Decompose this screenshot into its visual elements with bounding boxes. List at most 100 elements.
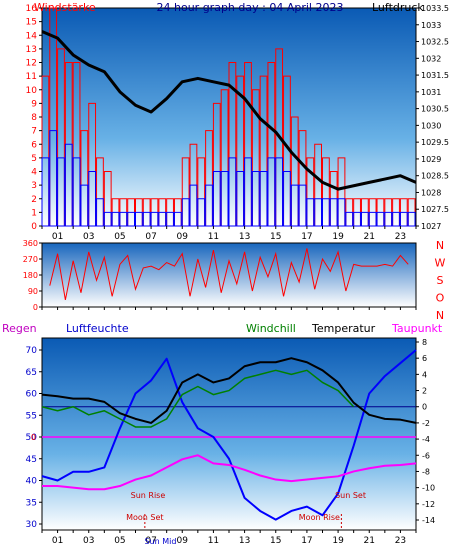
humidity-y-tick-label: 60 [26, 390, 38, 400]
humidity-y-tick-label: 45 [26, 455, 37, 465]
hour-tick-label: 21 [364, 232, 375, 242]
rain-zero-label: 0 [31, 433, 36, 442]
direction-y-tick-label: 0 [33, 303, 38, 312]
wind-mean-series-bar [111, 211, 120, 227]
wind-mean-series-bar [360, 211, 369, 227]
wind-mean-series-bar [103, 211, 112, 227]
wind-mean-series-bar [150, 211, 159, 227]
direction-compass-label: N [436, 309, 444, 322]
hour-tick-label: 23 [395, 232, 406, 242]
hour-tick-label: 11 [208, 232, 219, 242]
event-annotation: Sun Rise [131, 491, 166, 500]
wind-mean-series-bar [64, 143, 73, 227]
pressure-y-tick-label: 1028.5 [421, 172, 449, 181]
wind-y-tick-label: 12 [26, 59, 37, 69]
hour-tick-label: 09 [177, 536, 189, 546]
humidity-y-tick-label: 40 [26, 477, 38, 487]
wind-y-tick-label: 10 [26, 86, 38, 96]
panel-2-background [41, 242, 417, 308]
wind-y-tick-label: 0 [31, 222, 37, 232]
wind-mean-series-bar [158, 211, 167, 227]
hour-tick-label: 23 [395, 536, 406, 546]
pressure-y-tick-label: 1027 [421, 222, 441, 231]
humidity-y-tick-label: 70 [26, 346, 38, 356]
wind-mean-series-bar [166, 211, 174, 227]
wind-mean-series-bar [345, 211, 354, 227]
wind-mean-series [41, 130, 416, 227]
temperature-y-tick-label: 8 [422, 338, 427, 347]
pressure-y-tick-label: 1028 [421, 188, 441, 197]
pressure-y-tick-label: 1033.5 [421, 4, 449, 13]
temperature-y-tick-label: -6 [422, 451, 430, 460]
wind-mean-series-bar [181, 198, 190, 227]
wind-y-tick-label: 5 [31, 154, 37, 164]
wind-y-tick-label: 13 [26, 45, 37, 55]
wind-y-tick-label: 9 [31, 99, 37, 109]
hour-tick-label: 03 [83, 232, 94, 242]
hour-tick-label: 01 [52, 536, 63, 546]
wind-y-tick-label: 15 [26, 18, 37, 28]
chart-title: 24 hour graph day : 04 April 2023 [157, 1, 344, 14]
wind-y-tick-label: 16 [26, 4, 38, 14]
temperature-y-tick-label: 4 [422, 370, 427, 379]
wind-y-tick-label: 11 [26, 72, 37, 82]
wind-y-tick-label: 1 [31, 208, 37, 218]
direction-y-tick-label: 270 [23, 255, 38, 264]
temperature-y-tick-label: 2 [422, 387, 427, 396]
temperature-y-tick-label: -8 [422, 467, 430, 476]
hour-tick-label: 17 [301, 536, 312, 546]
wind-mean-series-bar [212, 171, 221, 227]
hour-tick-label: 07 [145, 536, 156, 546]
hour-tick-label: 11 [208, 536, 219, 546]
wind-mean-series-bar [72, 157, 81, 227]
wind-mean-series-bar [189, 184, 198, 227]
wind-mean-series-bar [88, 171, 97, 227]
pressure-y-tick-label: 1031 [421, 88, 441, 97]
wind-mean-series-bar [329, 198, 338, 227]
wind-mean-series-bar [298, 184, 307, 227]
wind-mean-series-bar [322, 198, 330, 227]
annotation-layer: Sun Rise Sun Set Moon Set Moon Rise Sun Mid [126, 491, 366, 546]
wind-mean-series-bar [135, 211, 143, 227]
pressure-y-tick-label: 1027.5 [421, 205, 449, 214]
wind-direction-line [49, 248, 409, 300]
tick-layer: 01234567891011121314151610271027.5102810… [23, 4, 449, 546]
humidity-y-tick-label: 55 [26, 411, 37, 421]
hour-tick-label: 07 [145, 232, 156, 242]
wind-mean-series-bar [376, 211, 385, 227]
pressure-y-tick-label: 1032.5 [421, 38, 449, 47]
wind-mean-series-bar [259, 171, 268, 227]
wind-mean-series-bar [80, 184, 89, 227]
event-annotation: Moon Rise [299, 513, 340, 522]
wind-mean-series-bar [283, 171, 291, 227]
temperature-y-tick-label: 6 [422, 354, 427, 363]
hour-tick-label: 09 [177, 232, 189, 242]
wind-y-tick-label: 3 [31, 181, 37, 191]
hour-tick-label: 13 [239, 536, 250, 546]
series-layer [41, 7, 417, 521]
pressure-y-tick-label: 1030 [421, 121, 441, 130]
pressure-y-tick-label: 1033 [421, 21, 441, 30]
temperature-y-tick-label: -2 [422, 419, 430, 428]
wind-mean-series-bar [142, 211, 151, 227]
hour-tick-label: 05 [114, 536, 125, 546]
hour-tick-label: 15 [270, 232, 281, 242]
pressure-y-tick-label: 1032 [421, 54, 441, 63]
wind-mean-series-bar [407, 211, 416, 227]
wind-mean-series-bar [228, 157, 237, 227]
wind-mean-series-bar [197, 198, 206, 227]
wind-mean-series-bar [41, 157, 50, 227]
wind-y-tick-label: 2 [31, 195, 37, 205]
wind-mean-series-bar [173, 211, 182, 227]
humidity-y-tick-label: 65 [26, 368, 37, 378]
humidity-label: Luftfeuchte [66, 322, 129, 335]
wind-mean-series-bar [49, 130, 58, 227]
wind-mean-series-bar [306, 198, 315, 227]
hour-tick-label: 19 [332, 536, 344, 546]
wind-mean-series-bar [267, 157, 276, 227]
hour-tick-label: 05 [114, 232, 125, 242]
pressure-y-tick-label: 1030.5 [421, 105, 449, 114]
humidity-y-tick-label: 30 [26, 520, 38, 530]
